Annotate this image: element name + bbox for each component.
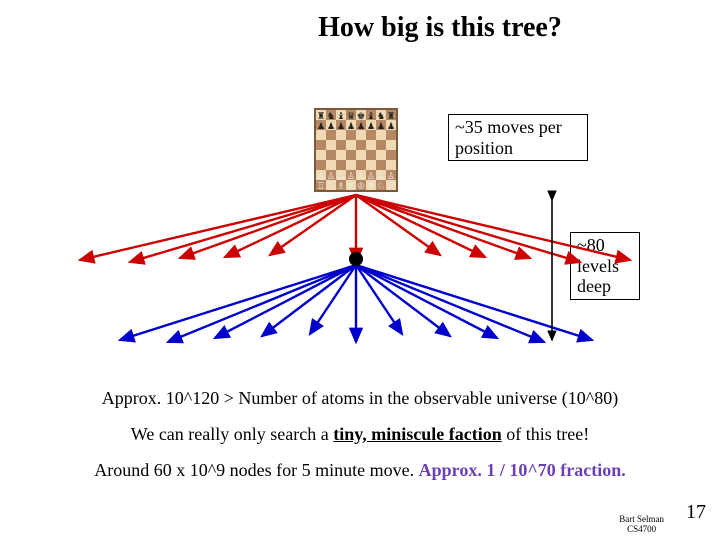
svg-text:♙: ♙ [367,171,375,181]
caption-line-1: Approx. 10^120 > Number of atoms in the … [0,388,720,409]
credit: Bart Selman CS4700 [619,515,664,534]
svg-text:♙: ♙ [357,171,365,181]
svg-text:♙: ♙ [317,171,325,181]
svg-text:♟: ♟ [337,121,345,131]
svg-text:♖: ♖ [387,181,396,192]
svg-text:♔: ♔ [357,181,366,192]
svg-text:♟: ♟ [377,121,385,131]
slide-title: How big is this tree? [0,12,720,44]
tree-diagram: ♜♟♙♖♞♟♙♘♝♟♙♗♛♟♙♕♚♟♙♔♝♟♙♗♞♟♙♘♜♟♙♖ [0,90,720,370]
caption-line-3: Around 60 x 10^9 nodes for 5 minute move… [0,460,720,481]
svg-text:♙: ♙ [327,171,335,181]
credit-course: CS4700 [619,525,664,534]
svg-text:♘: ♘ [377,181,386,192]
caption-line-2-underlined: tiny, miniscule faction [333,424,502,444]
svg-text:♙: ♙ [347,171,355,181]
svg-text:♗: ♗ [367,181,376,192]
caption-line-2-post: of this tree! [502,424,589,444]
svg-text:♟: ♟ [347,121,355,131]
caption-line-3-emphasis: Approx. 1 / 10^70 fraction. [419,460,626,480]
svg-text:♟: ♟ [367,121,375,131]
svg-text:♟: ♟ [317,121,325,131]
svg-text:♕: ♕ [347,181,356,192]
svg-text:♙: ♙ [377,171,385,181]
svg-text:♙: ♙ [337,171,345,181]
svg-text:♖: ♖ [317,181,326,192]
svg-text:♟: ♟ [387,121,395,131]
caption-line-2: We can really only search a tiny, minisc… [0,424,720,445]
caption-line-1-text: Approx. 10^120 > Number of atoms in the … [102,388,618,408]
svg-text:♟: ♟ [357,121,365,131]
caption-line-2-pre: We can really only search a [131,424,333,444]
svg-text:♟: ♟ [327,121,335,131]
slide-number-text: 17 [686,501,706,523]
svg-text:♘: ♘ [327,181,336,192]
svg-text:♗: ♗ [337,181,346,192]
slide-number: 17 [686,501,706,524]
caption-line-3-pre: Around 60 x 10^9 nodes for 5 minute move… [94,460,418,480]
slide-title-text: How big is this tree? [318,12,562,43]
svg-text:♙: ♙ [387,171,395,181]
